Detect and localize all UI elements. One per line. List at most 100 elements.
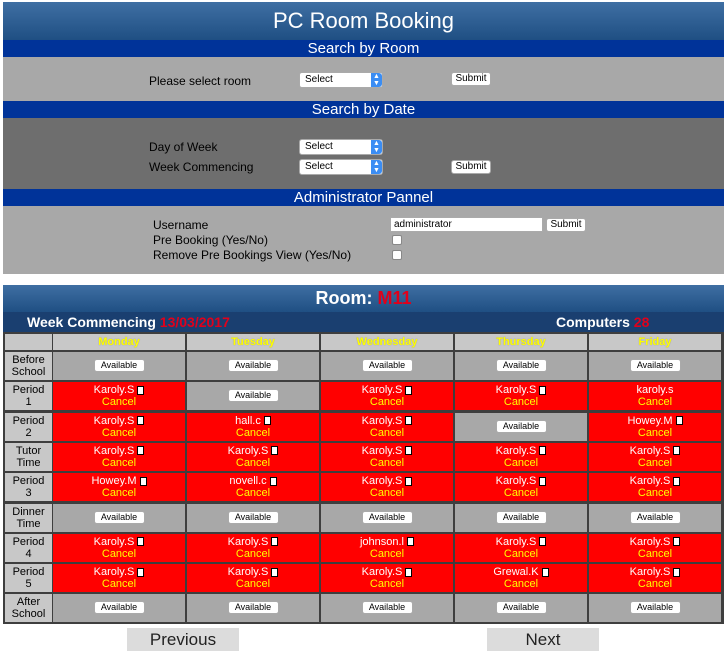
- lock-icon: [269, 476, 277, 486]
- available-button[interactable]: Available: [495, 510, 547, 524]
- available-button[interactable]: Available: [93, 601, 145, 615]
- available-button[interactable]: Available: [227, 359, 279, 372]
- lock-icon: [673, 537, 681, 547]
- username-input[interactable]: administrator: [390, 217, 543, 232]
- select-arrows-icon: ▲ ▼: [371, 140, 382, 154]
- cancel-link[interactable]: Cancel: [637, 426, 673, 439]
- booked-by-name: Karoly.S: [629, 535, 671, 548]
- cancel-link[interactable]: Cancel: [503, 547, 539, 560]
- cancel-link[interactable]: Cancel: [235, 547, 271, 560]
- slot-booked: Karoly.S Cancel: [589, 442, 721, 471]
- available-button[interactable]: Available: [227, 389, 279, 403]
- available-button[interactable]: Available: [93, 510, 145, 524]
- lock-icon: [539, 385, 547, 395]
- available-button[interactable]: Available: [629, 510, 681, 524]
- cancel-link[interactable]: Cancel: [235, 456, 271, 469]
- remove-prebookings-label: Remove Pre Bookings View (Yes/No): [153, 248, 352, 262]
- available-button[interactable]: Available: [495, 359, 547, 372]
- cancel-link[interactable]: Cancel: [101, 396, 137, 409]
- previous-button[interactable]: Previous: [127, 628, 239, 651]
- room-label: Room:: [315, 288, 373, 308]
- week-commencing-select[interactable]: Select ▲ ▼: [299, 159, 383, 175]
- slot-booked: Karoly.S Cancel: [321, 382, 453, 411]
- prebooking-label: Pre Booking (Yes/No): [153, 233, 268, 247]
- cancel-link[interactable]: Cancel: [369, 456, 405, 469]
- slot-available: Available: [321, 503, 453, 532]
- cancel-link[interactable]: Cancel: [637, 547, 673, 560]
- cancel-link[interactable]: Cancel: [369, 396, 405, 409]
- cancel-link[interactable]: Cancel: [369, 578, 405, 591]
- cancel-link[interactable]: Cancel: [101, 578, 137, 591]
- cancel-link[interactable]: Cancel: [637, 456, 673, 469]
- period-label-text: Before School: [11, 354, 46, 378]
- slot-booked: Karoly.S Cancel: [321, 564, 453, 593]
- lock-icon: [137, 385, 145, 395]
- cancel-link[interactable]: Cancel: [101, 487, 137, 500]
- lock-icon: [137, 416, 145, 426]
- date-submit-button[interactable]: Submit: [451, 160, 491, 174]
- available-button[interactable]: Available: [361, 359, 413, 372]
- period-label-text: After School: [11, 596, 46, 621]
- available-button[interactable]: Available: [227, 510, 279, 524]
- available-button[interactable]: Available: [629, 601, 681, 615]
- booked-by-name: Karoly.S: [93, 535, 135, 548]
- username-label: Username: [153, 218, 209, 232]
- slot-booked: Karoly.S Cancel: [53, 382, 185, 411]
- lock-icon: [673, 446, 681, 456]
- period-label-text: Period 2: [12, 414, 45, 439]
- cancel-link[interactable]: Cancel: [369, 547, 405, 560]
- slot-booked: Karoly.S Cancel: [455, 442, 587, 471]
- cancel-link[interactable]: Cancel: [503, 456, 539, 469]
- day-header: Monday: [53, 334, 185, 350]
- week-label: Week Commencing: [27, 314, 156, 330]
- remove-prebookings-checkbox[interactable]: [392, 250, 402, 260]
- slot-available: Available: [455, 412, 587, 441]
- room-select[interactable]: Select ▲ ▼: [299, 72, 383, 88]
- booked-by-name: Karoly.S: [629, 444, 671, 457]
- period-label-text: Tutor Time: [15, 444, 42, 469]
- prebooking-checkbox[interactable]: [392, 235, 402, 245]
- slot-booked: Karoly.S Cancel: [187, 564, 319, 593]
- cancel-link[interactable]: Cancel: [235, 487, 271, 500]
- slot-available: Available: [187, 382, 319, 411]
- admin-submit-button[interactable]: Submit: [546, 218, 586, 232]
- booked-by-name: Karoly.S: [361, 414, 403, 427]
- room-title: Room: M11: [3, 285, 724, 312]
- available-button[interactable]: Available: [361, 601, 413, 615]
- lock-icon: [137, 567, 145, 577]
- day-header: Friday: [589, 334, 721, 350]
- available-button[interactable]: Available: [361, 510, 413, 524]
- cancel-link[interactable]: Cancel: [235, 578, 271, 591]
- next-button[interactable]: Next: [487, 628, 599, 651]
- lock-icon: [405, 476, 413, 486]
- room-submit-button[interactable]: Submit: [451, 72, 491, 86]
- booked-by-name: Karoly.S: [629, 475, 671, 488]
- lock-icon: [673, 476, 681, 486]
- cancel-link[interactable]: Cancel: [235, 426, 271, 439]
- available-button[interactable]: Available: [93, 359, 145, 372]
- day-of-week-select[interactable]: Select ▲ ▼: [299, 139, 383, 155]
- cancel-link[interactable]: Cancel: [369, 426, 405, 439]
- cancel-link[interactable]: Cancel: [503, 396, 539, 409]
- cancel-link[interactable]: Cancel: [637, 578, 673, 591]
- cancel-link[interactable]: Cancel: [637, 396, 673, 409]
- cancel-link[interactable]: Cancel: [101, 456, 137, 469]
- slot-booked: Karoly.S Cancel: [589, 564, 721, 593]
- cancel-link[interactable]: Cancel: [503, 578, 539, 591]
- cancel-link[interactable]: Cancel: [503, 487, 539, 500]
- cancel-link[interactable]: Cancel: [101, 547, 137, 560]
- available-button[interactable]: Available: [629, 359, 681, 372]
- booked-by-name: Karoly.S: [495, 444, 537, 457]
- available-button[interactable]: Available: [495, 601, 547, 615]
- slot-available: Available: [455, 352, 587, 380]
- cancel-link[interactable]: Cancel: [637, 487, 673, 500]
- cancel-link[interactable]: Cancel: [369, 487, 405, 500]
- lock-icon: [539, 446, 547, 456]
- slot-booked: karoly.s Cancel: [589, 382, 721, 411]
- search-panel: PC Room Booking Search by Room Please se…: [3, 2, 724, 274]
- slot-booked: Howey.M Cancel: [53, 473, 185, 502]
- cancel-link[interactable]: Cancel: [101, 426, 137, 439]
- available-button[interactable]: Available: [495, 419, 547, 433]
- lock-icon: [539, 476, 547, 486]
- available-button[interactable]: Available: [227, 601, 279, 615]
